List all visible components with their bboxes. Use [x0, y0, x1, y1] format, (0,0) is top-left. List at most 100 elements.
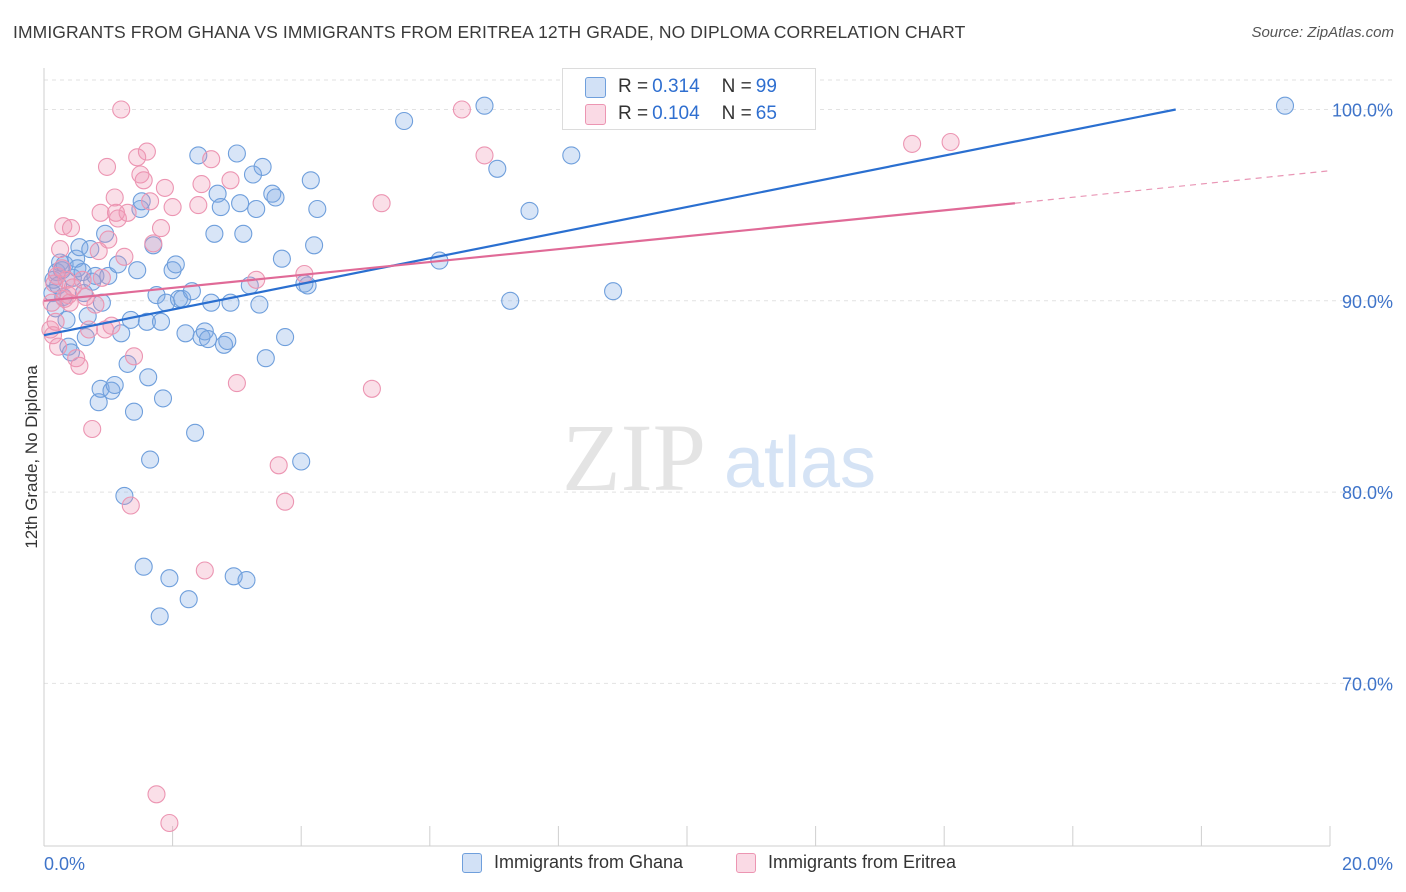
- ghana-point-89[interactable]: [308, 199, 327, 219]
- eritrea-point-47[interactable]: [160, 813, 179, 833]
- eritrea-point-57[interactable]: [276, 492, 295, 511]
- eritrea-point-42[interactable]: [141, 192, 160, 211]
- eritrea-point-56[interactable]: [269, 456, 288, 475]
- ghana-point-51[interactable]: [166, 255, 185, 274]
- ghana-point-35[interactable]: [124, 402, 144, 421]
- ghana-point-30[interactable]: [108, 255, 127, 274]
- eritrea-point-15[interactable]: [63, 278, 82, 297]
- ghana-point-28[interactable]: [102, 381, 121, 400]
- eritrea-point-40[interactable]: [134, 171, 153, 190]
- eritrea-point-59[interactable]: [362, 379, 381, 398]
- ghana-point-77[interactable]: [250, 295, 269, 314]
- eritrea-point-9[interactable]: [54, 217, 73, 236]
- ghana-point-45[interactable]: [150, 607, 169, 626]
- eritrea-point-4[interactable]: [46, 312, 65, 331]
- eritrea-point-37[interactable]: [124, 347, 144, 366]
- eritrea-point-33[interactable]: [112, 100, 131, 119]
- ghana-point-72[interactable]: [234, 224, 253, 243]
- ghana-point-93[interactable]: [488, 159, 507, 178]
- ghana-point-94[interactable]: [501, 291, 520, 310]
- eritrea-point-22[interactable]: [86, 295, 105, 314]
- ghana-point-88[interactable]: [305, 236, 324, 255]
- eritrea-point-17[interactable]: [70, 356, 89, 375]
- eritrea-point-50[interactable]: [192, 175, 211, 194]
- eritrea-point-18[interactable]: [73, 270, 92, 289]
- eritrea-point-24[interactable]: [91, 203, 110, 222]
- ghana-point-78[interactable]: [253, 157, 272, 176]
- ghana-point-33[interactable]: [118, 354, 137, 373]
- ghana-point-76[interactable]: [247, 199, 266, 219]
- eritrea-point-14[interactable]: [61, 219, 81, 238]
- eritrea-point-46[interactable]: [155, 178, 174, 197]
- ghana-point-67[interactable]: [218, 331, 237, 351]
- eritrea-point-54[interactable]: [227, 374, 246, 393]
- ghana-point-97[interactable]: [604, 282, 623, 301]
- ghana-point-54[interactable]: [176, 324, 195, 343]
- eritrea-point-32[interactable]: [108, 209, 127, 228]
- eritrea-point-51[interactable]: [195, 561, 214, 580]
- ghana-point-24[interactable]: [91, 379, 110, 398]
- eritrea-point-21[interactable]: [83, 419, 102, 439]
- ghana-point-73[interactable]: [237, 571, 256, 590]
- ghana-point-65[interactable]: [211, 198, 230, 217]
- eritrea-point-11[interactable]: [57, 270, 76, 289]
- eritrea-point-44[interactable]: [147, 785, 166, 804]
- eritrea-point-48[interactable]: [163, 198, 182, 217]
- eritrea-point-41[interactable]: [137, 142, 156, 161]
- ghana-point-49[interactable]: [160, 569, 179, 588]
- eritrea-point-6[interactable]: [49, 337, 68, 356]
- ghana-point-15[interactable]: [70, 238, 89, 257]
- ghana-point-75[interactable]: [243, 165, 263, 184]
- ghana-point-83[interactable]: [276, 328, 295, 347]
- eritrea-point-60[interactable]: [372, 194, 391, 213]
- eritrea-point-25[interactable]: [92, 268, 111, 287]
- eritrea-point-39[interactable]: [131, 165, 150, 184]
- eritrea-point-64[interactable]: [941, 132, 960, 152]
- ghana-point-79[interactable]: [256, 349, 275, 368]
- eritrea-point-7[interactable]: [51, 240, 70, 259]
- eritrea-point-49[interactable]: [189, 196, 208, 215]
- ghana-point-29[interactable]: [105, 375, 124, 395]
- ghana-point-50[interactable]: [163, 261, 182, 280]
- ghana-point-32[interactable]: [115, 486, 134, 505]
- eritrea-point-63[interactable]: [903, 134, 922, 153]
- ghana-point-98[interactable]: [1275, 96, 1295, 115]
- ghana-point-70[interactable]: [227, 144, 246, 163]
- ghana-point-40[interactable]: [137, 312, 156, 331]
- ghana-point-57[interactable]: [186, 423, 205, 442]
- eritrea-point-53[interactable]: [221, 171, 240, 190]
- eritrea-point-35[interactable]: [118, 203, 137, 222]
- ghana-point-81[interactable]: [266, 188, 285, 207]
- ghana-point-87[interactable]: [301, 171, 320, 190]
- ghana-point-92[interactable]: [475, 96, 494, 115]
- eritrea-point-20[interactable]: [79, 320, 99, 339]
- ghana-point-47[interactable]: [153, 389, 173, 408]
- ghana-point-82[interactable]: [272, 249, 291, 268]
- legend-item-eritrea[interactable]: Immigrants from Eritrea: [736, 852, 956, 873]
- ghana-point-95[interactable]: [520, 201, 539, 220]
- ghana-point-39[interactable]: [134, 557, 153, 576]
- ghana-point-90[interactable]: [395, 111, 414, 131]
- eritrea-point-27[interactable]: [97, 157, 117, 176]
- ghana-point-41[interactable]: [139, 368, 158, 387]
- ghana-point-55[interactable]: [179, 590, 198, 609]
- ghana-point-61[interactable]: [198, 330, 218, 349]
- ghana-point-42[interactable]: [141, 450, 160, 469]
- ghana-point-46[interactable]: [151, 312, 171, 331]
- eritrea-point-34[interactable]: [115, 247, 134, 266]
- ghana-point-64[interactable]: [208, 184, 227, 203]
- eritrea-point-52[interactable]: [202, 150, 221, 169]
- legend-item-ghana[interactable]: Immigrants from Ghana: [462, 852, 683, 873]
- eritrea-point-43[interactable]: [144, 234, 163, 253]
- eritrea-point-8[interactable]: [52, 259, 72, 278]
- ghana-point-63[interactable]: [205, 224, 224, 243]
- ghana-point-9[interactable]: [57, 310, 76, 329]
- eritrea-point-62[interactable]: [475, 146, 494, 165]
- eritrea-point-28[interactable]: [99, 230, 118, 249]
- ghana-point-36[interactable]: [128, 261, 147, 280]
- eritrea-point-61[interactable]: [452, 100, 471, 119]
- ghana-point-96[interactable]: [562, 146, 581, 165]
- eritrea-point-36[interactable]: [121, 496, 140, 515]
- ghana-point-59[interactable]: [192, 328, 211, 347]
- eritrea-point-38[interactable]: [128, 148, 147, 167]
